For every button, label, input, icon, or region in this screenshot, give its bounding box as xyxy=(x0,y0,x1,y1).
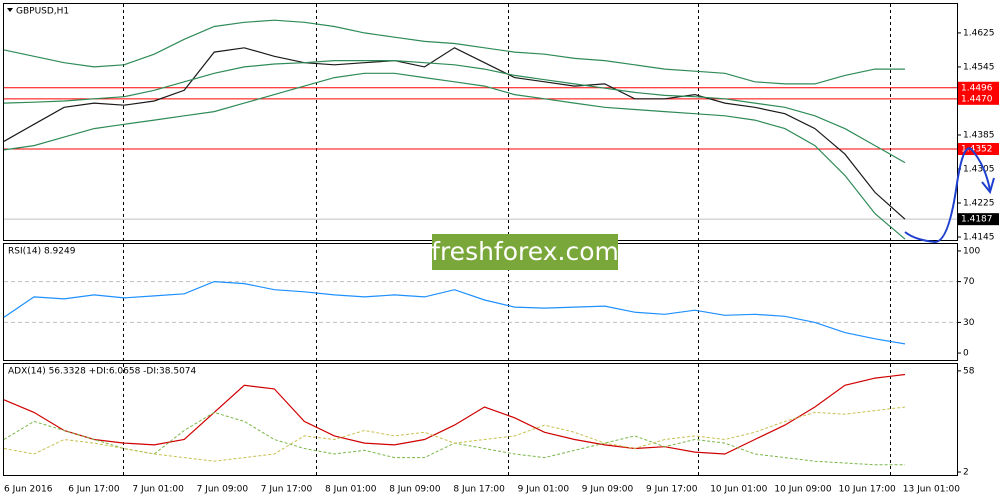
y-tick-label: 58 xyxy=(963,366,975,376)
level-label-box xyxy=(958,92,999,105)
y-tick-label: 1.4545 xyxy=(963,62,995,72)
watermark-box xyxy=(432,234,618,270)
series-line xyxy=(3,60,906,164)
x-tick-label: 10 Jun 01:00 xyxy=(710,485,767,495)
level-label-box xyxy=(958,143,999,156)
series-line xyxy=(3,406,906,462)
watermark: freshforex.com xyxy=(431,237,619,266)
y-tick-label: 70 xyxy=(963,277,975,287)
x-tick-label: 6 Jun 2016 xyxy=(4,485,53,495)
x-tick-label: 7 Jun 09:00 xyxy=(197,485,249,495)
y-tick-label: 1.4145 xyxy=(963,233,995,243)
level-label: 1.4352 xyxy=(961,145,993,155)
y-tick-label: 1.4225 xyxy=(963,199,995,209)
series-line xyxy=(3,47,906,220)
series-line xyxy=(3,280,906,345)
series-line xyxy=(3,411,905,466)
panel-title: ADX(14) 56.3328 +DI:6.0658 -DI:38.5074 xyxy=(8,367,197,377)
y-tick-label: 1.4305 xyxy=(963,164,995,174)
x-tick-label: 7 Jun 01:00 xyxy=(132,485,184,495)
y-tick-label: 1.4385 xyxy=(963,130,995,140)
x-tick-label: 9 Jun 01:00 xyxy=(518,485,570,495)
y-tick-label: 100 xyxy=(963,246,980,256)
x-tick-label: 8 Jun 09:00 xyxy=(389,485,441,495)
panel-title: RSI(14) 8.9249 xyxy=(8,247,76,257)
series-line xyxy=(3,19,905,85)
menu-triangle xyxy=(7,8,13,12)
y-tick-label: 1.4625 xyxy=(963,28,995,38)
x-tick-label: 13 Jun 01:00 xyxy=(903,485,960,495)
series-line xyxy=(3,373,906,455)
level-label-box xyxy=(958,81,999,94)
level-label: 1.4496 xyxy=(961,83,993,93)
y-tick-label: 30 xyxy=(963,318,975,328)
x-tick-label: 8 Jun 01:00 xyxy=(325,485,377,495)
x-tick-label: 6 Jun 17:00 xyxy=(68,485,120,495)
panel-title: GBPUSD,H1 xyxy=(16,7,69,17)
x-tick-label: 9 Jun 09:00 xyxy=(582,485,634,495)
series-line xyxy=(3,72,906,240)
last-price-label: 1.4187 xyxy=(961,215,993,225)
x-tick-label: 7 Jun 17:00 xyxy=(261,485,313,495)
forecast-arrow-head xyxy=(981,177,995,195)
x-tick-label: 10 Jun 09:00 xyxy=(774,485,831,495)
x-tick-label: 9 Jun 17:00 xyxy=(646,485,698,495)
x-tick-label: 8 Jun 17:00 xyxy=(453,485,505,495)
level-label: 1.4470 xyxy=(961,94,993,104)
forecast-arrow xyxy=(904,147,991,244)
last-price-box xyxy=(958,213,999,226)
y-tick-label: 0 xyxy=(963,349,969,359)
x-tick-label: 10 Jun 17:00 xyxy=(839,485,896,495)
y-tick-label: 2 xyxy=(963,468,969,478)
